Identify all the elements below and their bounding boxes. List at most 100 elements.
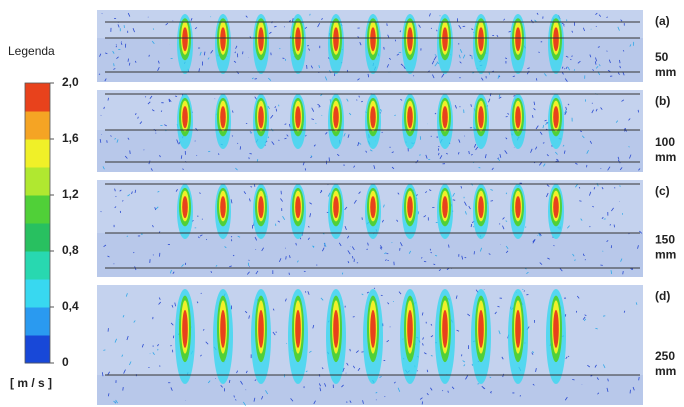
velocity-vector <box>231 236 232 237</box>
jet-core <box>295 196 301 218</box>
jet-core <box>258 106 264 128</box>
jet-core <box>182 196 188 218</box>
panel-band <box>97 233 643 277</box>
velocity-vector <box>579 187 580 188</box>
velocity-vector <box>524 290 525 291</box>
colorbar-band <box>25 195 50 224</box>
jet-core <box>295 106 301 128</box>
panel-label: (c) <box>655 184 670 198</box>
velocity-vector <box>563 26 564 27</box>
panel-depth: 250 <box>655 349 675 363</box>
velocity-vector <box>639 377 640 380</box>
colorbar-band <box>25 335 50 364</box>
jet-core <box>220 106 226 128</box>
jet-core <box>553 27 559 51</box>
panel-unit: mm <box>655 364 676 378</box>
panel-depth: 50 <box>655 50 669 64</box>
jet-core <box>407 27 413 51</box>
jet-core <box>182 106 188 128</box>
jet-core <box>370 310 376 348</box>
jet-core <box>295 310 301 348</box>
jet-core <box>370 27 376 51</box>
jet-core <box>442 106 448 128</box>
velocity-vector <box>491 201 493 202</box>
velocity-vector <box>620 185 621 186</box>
jet-core <box>333 196 339 218</box>
jet-core <box>295 27 301 51</box>
colorbar-tick-label: 0,8 <box>62 243 79 257</box>
legend-title: Legenda <box>8 44 55 58</box>
velocity-vector <box>103 350 105 351</box>
jet-core <box>553 196 559 218</box>
velocity-vector <box>101 211 102 212</box>
jet-core <box>515 310 521 348</box>
colorbar-tick-label: 2,0 <box>62 75 79 89</box>
velocity-vector <box>448 391 449 393</box>
panel-label: (d) <box>655 289 670 303</box>
velocity-vector <box>114 63 115 66</box>
flow-panel <box>97 90 643 172</box>
velocity-vector <box>610 224 611 225</box>
velocity-vector <box>460 106 461 107</box>
colorbar-band <box>25 251 50 280</box>
panel-unit: mm <box>655 150 676 164</box>
jet-core <box>333 310 339 348</box>
velocity-vector <box>175 96 177 97</box>
velocity-vector <box>116 196 117 197</box>
velocity-vector <box>280 48 281 49</box>
velocity-vector <box>201 293 202 294</box>
colorbar-tick-label: 0,4 <box>62 299 79 313</box>
jet-core <box>333 106 339 128</box>
jet-core <box>442 27 448 51</box>
panel-unit: mm <box>655 65 676 79</box>
jet-core <box>515 106 521 128</box>
colorbar-band <box>25 279 50 308</box>
colorbar-band <box>25 139 50 168</box>
panel-label: (a) <box>655 14 670 28</box>
jet-core <box>442 310 448 348</box>
legend-unit: [ m / s ] <box>10 376 52 390</box>
colorbar-tick-label: 1,6 <box>62 131 79 145</box>
velocity-vector <box>536 78 537 80</box>
velocity-vector <box>585 259 586 260</box>
velocity-vector <box>525 227 526 228</box>
jet-core <box>553 106 559 128</box>
jet-core <box>258 27 264 51</box>
jet-core <box>515 27 521 51</box>
velocity-vector <box>431 356 433 357</box>
velocity-vector <box>268 137 269 138</box>
panel-depth: 100 <box>655 135 675 149</box>
velocity-vector <box>533 115 534 118</box>
velocity-vector <box>249 260 250 261</box>
velocity-vector <box>591 376 593 377</box>
velocity-vector <box>248 263 249 266</box>
jet-core <box>370 196 376 218</box>
jet-core <box>442 196 448 218</box>
jet-core <box>478 196 484 218</box>
velocity-vector <box>385 396 386 397</box>
velocity-vector <box>596 26 597 27</box>
velocity-vector <box>422 401 423 404</box>
velocity-vector <box>469 151 470 154</box>
velocity-vector <box>218 153 219 154</box>
velocity-vector <box>234 395 235 397</box>
jet-core <box>407 310 413 348</box>
jet-core <box>258 196 264 218</box>
colorbar-band <box>25 307 50 336</box>
jet-core <box>220 310 226 348</box>
figure-canvas: Legenda [ m / s ] 2,01,61,20,80,40(a)50m… <box>0 0 684 407</box>
jet-core <box>182 310 188 348</box>
velocity-vector <box>607 51 608 52</box>
velocity-vector <box>543 143 544 144</box>
velocity-vector <box>619 60 620 63</box>
jet-core <box>478 310 484 348</box>
velocity-vector <box>133 252 134 253</box>
panel-label: (b) <box>655 94 670 108</box>
jet-core <box>220 196 226 218</box>
velocity-vector <box>449 245 450 248</box>
panel-unit: mm <box>655 248 676 262</box>
jet-core <box>220 27 226 51</box>
colorbar-band <box>25 83 50 112</box>
jet-core <box>478 27 484 51</box>
velocity-vector <box>286 256 287 259</box>
